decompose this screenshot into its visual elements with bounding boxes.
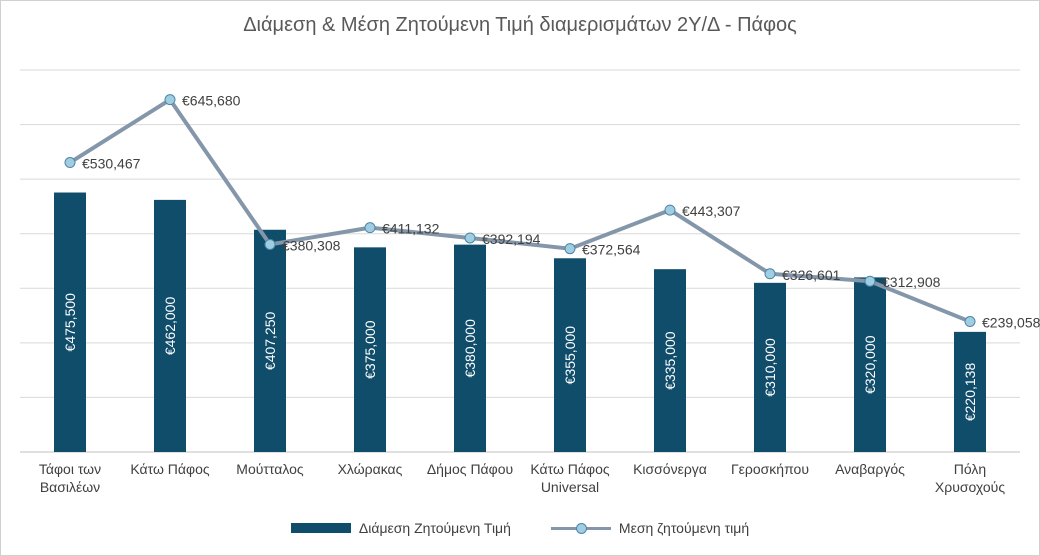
bar — [954, 331, 986, 452]
category-label: Τάφοι των — [39, 461, 101, 477]
category-label: Κισσόνεργα — [633, 461, 707, 477]
line-point — [264, 238, 276, 250]
line-value-label: €312,908 — [882, 274, 941, 290]
line-value-label: €411,132 — [382, 221, 440, 237]
category-label: Πόλη — [954, 461, 986, 477]
line-point — [664, 204, 676, 216]
category-label: Χλώρακας — [338, 461, 403, 477]
legend-line-swatch — [550, 523, 611, 534]
line-value-label: €392,194 — [482, 231, 541, 247]
bar — [54, 192, 86, 452]
bar-value-label: €320,000 — [862, 335, 878, 394]
legend-item-mean: Μεση ζητούμενη τιμή — [550, 520, 750, 536]
line-point — [64, 157, 76, 169]
line-value-label: €443,307 — [682, 203, 741, 219]
category-label: Κάτω Πάφος — [530, 461, 609, 477]
legend-bar-swatch — [290, 523, 351, 533]
line-point — [964, 316, 976, 328]
category-label: Αναβαργός — [835, 461, 905, 477]
category-label: Χρυσοχούς — [935, 479, 1005, 495]
line-value-label: €380,308 — [282, 237, 341, 253]
legend-item-median: Διάμεση Ζητούμενη Τιμή — [290, 520, 511, 536]
line-value-label: €645,680 — [182, 93, 241, 109]
bar — [554, 258, 586, 452]
line-point — [164, 94, 176, 106]
chart-legend: Διάμεση Ζητούμενη Τιμή Μεση ζητούμενη τι… — [0, 520, 1040, 536]
line-point — [464, 232, 476, 244]
bar-value-label: €220,138 — [962, 363, 978, 422]
bar-value-label: €335,000 — [662, 331, 678, 390]
bar — [454, 244, 486, 452]
bar-value-label: €375,000 — [362, 320, 378, 379]
legend-label-mean: Μεση ζητούμενη τιμή — [618, 520, 750, 536]
category-label: Δήμος Πάφου — [427, 461, 513, 477]
bar-value-label: €407,250 — [262, 311, 278, 370]
line-value-label: €239,058 — [982, 315, 1040, 331]
bar — [654, 269, 686, 452]
category-label: Κάτω Πάφος — [130, 461, 209, 477]
chart-title: Διάμεση & Μέση Ζητούμενη Τιμή διαμερισμά… — [243, 14, 797, 36]
category-label: Γεροσκήπου — [731, 461, 809, 477]
bar — [154, 199, 186, 452]
bar — [254, 229, 286, 452]
line-value-label: €326,601 — [782, 267, 841, 283]
bar — [754, 282, 786, 452]
line-point — [364, 222, 376, 234]
bar-value-label: €380,000 — [462, 319, 478, 378]
category-label: Universal — [541, 479, 599, 495]
line-value-label: €372,564 — [582, 242, 641, 258]
bar-value-label: €310,000 — [762, 338, 778, 397]
bar-value-label: €475,500 — [62, 293, 78, 352]
line-point — [764, 268, 776, 280]
category-label: Βασιλέων — [40, 479, 100, 495]
legend-label-median: Διάμεση Ζητούμενη Τιμή — [358, 520, 511, 536]
line-point — [864, 275, 876, 287]
bar — [854, 277, 886, 452]
bar-value-label: €462,000 — [162, 297, 178, 356]
bar-value-label: €355,000 — [562, 326, 578, 385]
bar — [354, 247, 386, 452]
line-point — [564, 243, 576, 255]
series-line-mean — [68, 97, 971, 324]
line-value-label: €530,467 — [82, 156, 141, 172]
category-label: Μούτταλος — [236, 461, 304, 477]
